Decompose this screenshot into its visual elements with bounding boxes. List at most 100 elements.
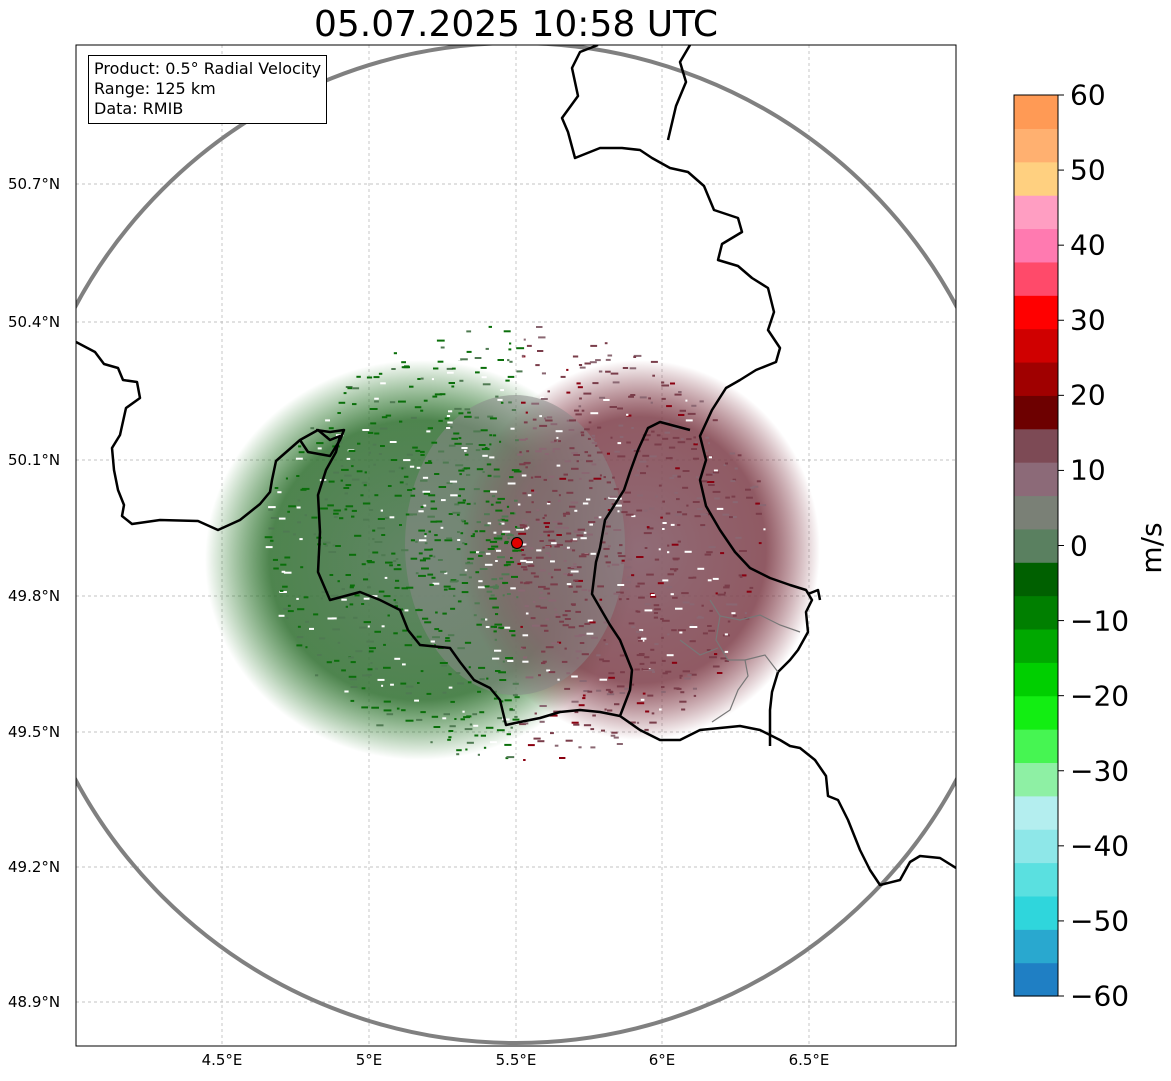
echo-pixel — [572, 549, 576, 552]
echo-pixel — [519, 524, 525, 527]
echo-pixel — [394, 657, 401, 660]
echo-pixel — [627, 576, 634, 579]
echo-pixel — [539, 415, 542, 418]
echo-pixel — [427, 573, 434, 576]
echo-pixel — [416, 718, 423, 721]
echo-pixel — [475, 571, 480, 574]
echo-pixel — [677, 475, 681, 478]
echo-pixel — [596, 654, 601, 657]
echo-pixel — [724, 584, 730, 587]
echo-pixel — [272, 558, 278, 561]
echo-pixel — [641, 668, 649, 671]
echo-pixel — [739, 575, 743, 578]
echo-pixel — [530, 476, 534, 479]
echo-pixel — [422, 557, 431, 560]
echo-pixel — [463, 716, 470, 719]
echo-pixel — [691, 404, 697, 407]
echo-pixel — [287, 604, 291, 607]
echo-pixel — [459, 573, 467, 576]
echo-pixel — [538, 674, 541, 677]
lon-label: 5°E — [355, 1051, 383, 1069]
echo-pixel — [400, 682, 407, 685]
echo-pixel — [348, 675, 357, 678]
lon-label: 6.5°E — [788, 1051, 830, 1069]
echo-pixel — [464, 728, 473, 731]
echo-pixel — [498, 671, 506, 674]
colorbar-band — [1014, 261, 1058, 296]
echo-pixel — [661, 397, 666, 400]
echo-pixel — [434, 534, 438, 537]
echo-pixel — [293, 533, 296, 536]
echo-pixel — [589, 523, 593, 526]
echo-pixel — [550, 732, 554, 735]
echo-pixel — [607, 709, 613, 712]
echo-pixel — [466, 741, 474, 744]
echo-pixel — [607, 354, 613, 357]
echo-pixel — [283, 607, 290, 610]
echo-pixel — [350, 699, 355, 702]
echo-pixel — [439, 393, 446, 396]
echo-pixel — [497, 398, 503, 401]
echo-pixel — [545, 545, 551, 548]
echo-pixel — [456, 358, 461, 361]
echo-pixel — [724, 660, 729, 662]
echo-pixel — [430, 500, 435, 503]
echo-pixel — [326, 661, 332, 664]
echo-pixel — [514, 715, 518, 718]
echo-pixel — [377, 527, 385, 530]
echo-pixel — [484, 447, 488, 449]
echo-pixel — [604, 342, 608, 345]
echo-pixel — [504, 519, 509, 522]
echo-pixel — [591, 442, 598, 444]
echo-pixel — [453, 594, 456, 597]
echo-pixel — [589, 487, 593, 490]
echo-pixel — [405, 719, 414, 722]
echo-pixel — [457, 539, 461, 541]
echo-pixel — [383, 643, 386, 646]
echo-pixel — [581, 588, 588, 591]
echo-pixel — [635, 630, 642, 633]
echo-pixel — [494, 623, 503, 626]
echo-pixel — [474, 734, 479, 737]
echo-pixel — [333, 471, 340, 474]
echo-pixel — [547, 534, 550, 537]
echo-pixel — [487, 548, 495, 550]
echo-pixel — [592, 437, 596, 440]
echo-pixel — [442, 691, 447, 694]
echo-pixel — [535, 450, 542, 453]
colorbar-tick-label: 40 — [1070, 228, 1106, 262]
echo-pixel — [588, 479, 594, 482]
echo-pixel — [367, 561, 375, 564]
echo-pixel — [673, 687, 680, 690]
echo-pixel — [451, 385, 455, 388]
echo-pixel — [384, 576, 388, 579]
echo-pixel — [667, 551, 670, 554]
echo-pixel — [534, 712, 537, 715]
echo-pixel — [383, 666, 391, 669]
echo-pixel — [523, 656, 528, 659]
echo-pixel — [420, 450, 425, 453]
echo-pixel — [557, 641, 562, 644]
echo-pixel — [502, 660, 505, 663]
echo-pixel — [422, 490, 431, 493]
echo-pixel — [391, 368, 396, 370]
echo-pixel — [564, 647, 567, 650]
echo-pixel — [469, 723, 473, 726]
echo-pixel — [655, 495, 658, 498]
echo-pixel — [371, 595, 378, 598]
echo-pixel — [485, 726, 494, 729]
echo-pixel — [577, 528, 585, 531]
echo-pixel — [461, 447, 468, 449]
plot-frame — [75, 44, 957, 1047]
echo-pixel — [654, 558, 660, 561]
echo-pixel — [383, 709, 392, 712]
colorbar-band — [1014, 962, 1058, 997]
echo-pixel — [369, 509, 374, 511]
echo-pixel — [624, 687, 630, 690]
echo-pixel — [595, 359, 601, 362]
echo-pixel — [556, 534, 562, 536]
echo-pixel — [443, 713, 450, 716]
echo-pixel — [712, 471, 720, 474]
echo-pixel — [460, 532, 464, 535]
echo-pixel — [510, 557, 513, 559]
